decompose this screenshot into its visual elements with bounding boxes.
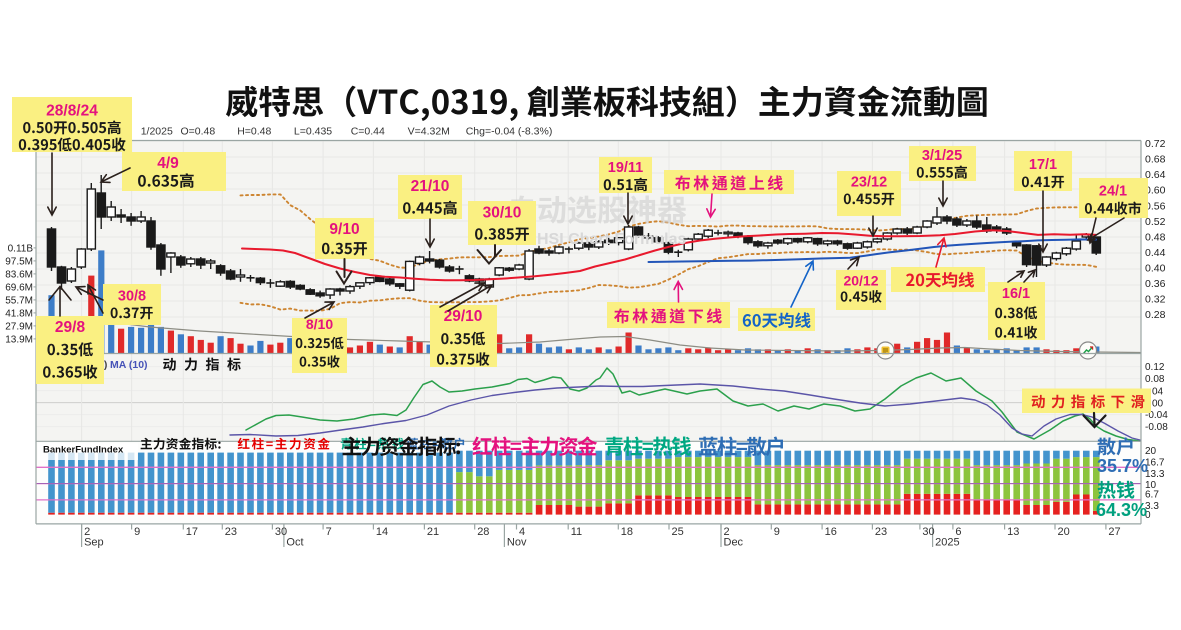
svg-text:0.68: 0.68: [1145, 154, 1166, 166]
svg-text:83.6M: 83.6M: [5, 269, 33, 280]
svg-text:0.44: 0.44: [1145, 247, 1166, 259]
svg-text:Sep: Sep: [84, 537, 104, 549]
svg-text:17/1: 17/1: [1029, 157, 1057, 173]
svg-text:0.40: 0.40: [1145, 263, 1166, 275]
svg-text:18: 18: [621, 526, 633, 538]
svg-text:-0.08: -0.08: [1145, 422, 1168, 433]
svg-text:30/8: 30/8: [118, 289, 146, 305]
svg-text:04: 04: [1152, 387, 1164, 398]
svg-text:25: 25: [672, 526, 684, 538]
svg-text:O=0.48: O=0.48: [181, 126, 216, 138]
svg-text:3.3: 3.3: [1145, 501, 1159, 512]
svg-text:17: 17: [186, 526, 198, 538]
svg-text:23/12: 23/12: [851, 175, 887, 191]
svg-text:30/10: 30/10: [483, 205, 522, 222]
svg-text:H=0.48: H=0.48: [237, 126, 271, 138]
svg-text:21/10: 21/10: [411, 178, 450, 195]
svg-text:4: 4: [519, 526, 525, 538]
svg-text:16.7: 16.7: [1145, 458, 1165, 469]
svg-text:V=4.32M: V=4.32M: [408, 126, 450, 138]
svg-text:29/8: 29/8: [55, 319, 86, 336]
svg-text:21: 21: [427, 526, 439, 538]
svg-text:14: 14: [376, 526, 388, 538]
svg-text:Nov: Nov: [507, 537, 527, 549]
svg-text:9: 9: [774, 526, 780, 538]
svg-text:0.52: 0.52: [1145, 216, 1166, 228]
svg-text:35.7%: 35.7%: [1097, 456, 1148, 476]
svg-text:11: 11: [571, 526, 582, 538]
svg-text:97.5M: 97.5M: [5, 256, 33, 267]
svg-text:30: 30: [275, 526, 287, 538]
svg-text:2: 2: [84, 526, 90, 538]
svg-text:0.60: 0.60: [1145, 185, 1166, 197]
svg-text:7: 7: [326, 526, 332, 538]
svg-text:BankerFundIndex: BankerFundIndex: [43, 445, 124, 456]
svg-text:27: 27: [1108, 526, 1120, 538]
svg-text:30: 30: [922, 526, 934, 538]
svg-text:0.48: 0.48: [1145, 231, 1166, 243]
svg-text:8/10: 8/10: [306, 316, 333, 332]
svg-text:64.3%: 64.3%: [1096, 500, 1147, 520]
svg-text:0.08: 0.08: [1145, 374, 1165, 385]
svg-text:41.8M: 41.8M: [5, 308, 33, 319]
svg-text:13.9M: 13.9M: [5, 334, 33, 345]
svg-text:4/9: 4/9: [157, 155, 179, 172]
svg-text:13.3: 13.3: [1145, 469, 1165, 480]
svg-text:0.36: 0.36: [1145, 278, 1166, 290]
svg-text:16: 16: [825, 526, 837, 538]
svg-text:C=0.44: C=0.44: [351, 126, 385, 138]
svg-text:20/12: 20/12: [843, 273, 878, 289]
svg-text:9: 9: [134, 526, 140, 538]
svg-text:6: 6: [955, 526, 961, 538]
svg-text:0.72: 0.72: [1145, 138, 1166, 150]
svg-text:20: 20: [1145, 446, 1157, 457]
svg-text:29/10: 29/10: [444, 308, 483, 325]
svg-text:28: 28: [477, 526, 489, 538]
svg-text:0.64: 0.64: [1145, 169, 1166, 181]
svg-text:Dec: Dec: [724, 537, 744, 549]
svg-text:0.32: 0.32: [1145, 294, 1166, 306]
svg-text:13: 13: [1007, 526, 1019, 538]
svg-text:0.12: 0.12: [1145, 362, 1165, 373]
svg-text:55.7M: 55.7M: [5, 295, 33, 306]
svg-text:19/11: 19/11: [608, 160, 644, 176]
svg-text:L=0.435: L=0.435: [294, 126, 332, 138]
svg-text:20: 20: [1058, 526, 1070, 538]
svg-text:-0.04: -0.04: [1145, 410, 1168, 421]
svg-text:0.11B: 0.11B: [8, 243, 34, 254]
svg-text:1/2025: 1/2025: [141, 126, 173, 138]
svg-text:0.56: 0.56: [1145, 200, 1166, 212]
svg-text:28/8/24: 28/8/24: [46, 102, 98, 119]
svg-text:2025: 2025: [935, 537, 959, 549]
svg-text:0: 0: [1145, 510, 1151, 521]
svg-text:69.6M: 69.6M: [5, 282, 33, 293]
svg-text:23: 23: [225, 526, 237, 538]
svg-text:24/1: 24/1: [1099, 184, 1127, 200]
svg-text:6.7: 6.7: [1145, 490, 1159, 501]
svg-text:2: 2: [724, 526, 730, 538]
svg-text:16/1: 16/1: [1002, 286, 1030, 302]
svg-text:0.28: 0.28: [1145, 309, 1166, 321]
svg-text:00: 00: [1152, 399, 1164, 410]
svg-text:Chg=-0.04 (-8.3%): Chg=-0.04 (-8.3%): [466, 126, 553, 138]
svg-text:23: 23: [875, 526, 887, 538]
svg-text:3/1/25: 3/1/25: [922, 148, 962, 164]
svg-text:Oct: Oct: [286, 537, 303, 549]
svg-text:10: 10: [1145, 480, 1157, 491]
svg-text:MA (10): MA (10): [110, 359, 148, 371]
svg-text:9/10: 9/10: [329, 221, 359, 238]
svg-text:27.9M: 27.9M: [5, 321, 33, 332]
svg-text:HSI Chart Formulas: HSI Chart Formulas: [537, 231, 686, 248]
